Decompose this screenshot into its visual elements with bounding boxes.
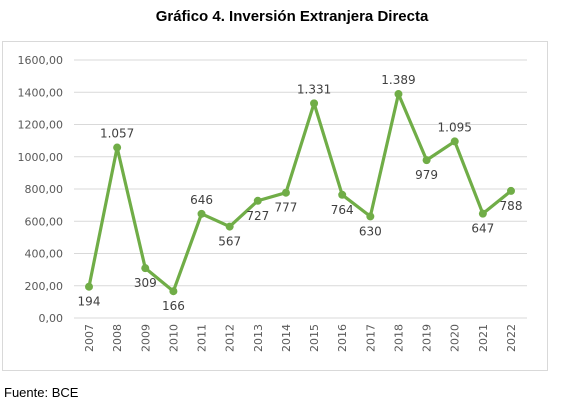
y-tick-label: 1600,00 (18, 54, 64, 67)
chart-frame (2, 41, 548, 371)
grid-layer (74, 59, 527, 319)
source-note: Fuente: BCE (4, 385, 79, 400)
x-tick-label: 2012 (224, 324, 237, 352)
data-point (169, 287, 178, 296)
x-tick-label: 2018 (392, 324, 405, 352)
data-point (281, 188, 290, 197)
y-tick-label: 200,00 (25, 280, 64, 293)
x-tick-label: 2014 (280, 324, 293, 352)
x-tick-label: 2021 (477, 324, 490, 352)
data-label: 630 (359, 224, 382, 238)
data-point (253, 196, 262, 205)
data-point (366, 212, 375, 221)
x-tick-label: 2010 (167, 324, 180, 352)
points-layer (85, 90, 515, 296)
x-axis: 2007 2008 2009 2010 2011 2012 2013 2014 2015 2016… (83, 324, 518, 352)
data-point (141, 264, 150, 273)
data-point (113, 143, 122, 152)
data-point (225, 222, 234, 231)
data-label: 1.057 (100, 127, 134, 141)
y-tick-label: 600,00 (25, 215, 64, 228)
x-tick-label: 2015 (308, 324, 321, 352)
data-label: 567 (218, 235, 241, 249)
data-label: 764 (331, 203, 354, 217)
data-label: 194 (78, 295, 101, 309)
data-label: 166 (162, 299, 185, 313)
chart-title: Gráfico 4. Inversión Extranjera Directa (155, 8, 429, 25)
y-tick-label: 0,00 (39, 312, 64, 325)
x-tick-label: 2007 (83, 324, 96, 352)
y-tick-label: 1200,00 (18, 119, 64, 132)
data-point (478, 209, 487, 218)
y-tick-label: 1400,00 (18, 86, 64, 99)
x-tick-label: 2016 (336, 324, 349, 352)
data-label: 309 (134, 276, 157, 290)
y-axis: 0,00 200,00 400,00 600,00 800,00 1000,00 1200,… (18, 54, 64, 325)
x-tick-label: 2022 (505, 324, 518, 352)
data-point (338, 190, 347, 199)
x-tick-label: 2020 (449, 324, 462, 352)
data-label: 727 (246, 209, 269, 223)
data-label: 646 (190, 193, 213, 207)
y-tick-label: 1000,00 (18, 151, 64, 164)
data-labels-layer: 194 1.057 309 166 646 567 727 777 1.331 764 630 1.3… (78, 73, 523, 313)
data-point (197, 209, 206, 218)
data-label: 1.331 (297, 82, 331, 96)
data-point (394, 90, 403, 99)
data-label: 788 (500, 199, 523, 213)
x-tick-label: 2013 (252, 324, 265, 352)
data-label: 1.095 (438, 120, 472, 134)
data-point (507, 186, 515, 195)
y-tick-label: 400,00 (25, 248, 64, 261)
data-point (310, 99, 319, 108)
x-tick-label: 2009 (139, 324, 152, 352)
series-line (87, 92, 513, 293)
x-tick-label: 2008 (111, 324, 124, 352)
data-label: 777 (274, 201, 297, 215)
data-point (422, 156, 431, 165)
x-tick-label: 2019 (421, 324, 434, 352)
series-layer (87, 92, 513, 293)
data-label: 647 (471, 222, 494, 236)
data-label: 1.389 (381, 73, 415, 87)
data-point (85, 282, 93, 291)
y-tick-label: 800,00 (25, 183, 64, 196)
data-point (450, 137, 459, 146)
x-tick-label: 2017 (364, 324, 377, 352)
data-label: 979 (415, 168, 438, 182)
x-tick-label: 2011 (196, 324, 209, 352)
